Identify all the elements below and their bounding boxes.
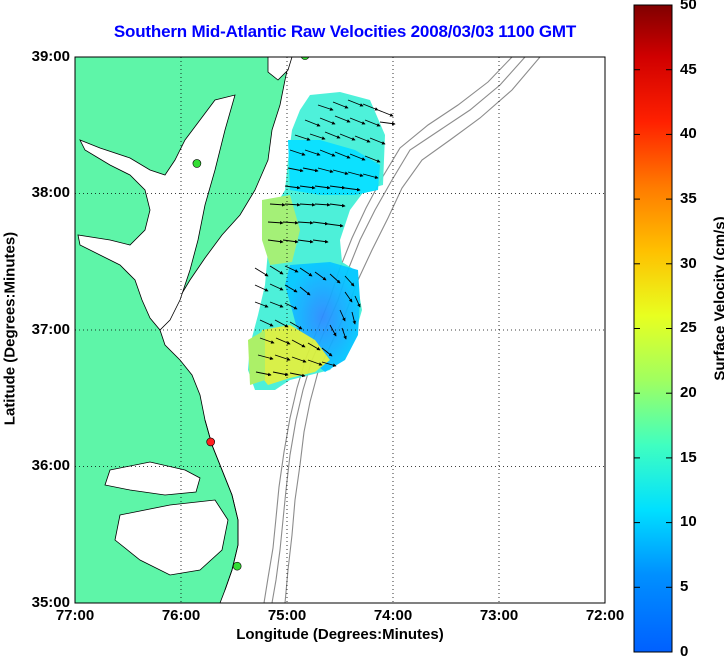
y-tick-label: 36:00 xyxy=(18,457,70,474)
x-tick-label: 75:00 xyxy=(257,607,317,624)
colorbar-tick-label: 15 xyxy=(680,449,710,466)
colorbar-label: Surface Velocity (cm/s) xyxy=(712,199,724,399)
x-axis-label: Longitude (Degrees:Minutes) xyxy=(75,626,605,643)
x-tick-label: 74:00 xyxy=(363,607,423,624)
station-marker xyxy=(207,438,215,446)
colorbar-tick-label: 45 xyxy=(680,61,710,78)
y-tick-label: 35:00 xyxy=(18,594,70,611)
colorbar-tick-label: 50 xyxy=(680,0,710,13)
colorbar-tick-label: 0 xyxy=(680,643,710,660)
colorbar-tick-label: 30 xyxy=(680,255,710,272)
colorbar-tick-label: 20 xyxy=(680,384,710,401)
x-tick-label: 76:00 xyxy=(151,607,211,624)
colorbar-tick-label: 10 xyxy=(680,513,710,530)
colorbar-tick-label: 25 xyxy=(680,319,710,336)
colorbar-tick-label: 5 xyxy=(680,578,710,595)
colorbar-tick-label: 35 xyxy=(680,190,710,207)
x-tick-label: 72:00 xyxy=(575,607,635,624)
y-axis-label: Latitude (Degrees:Minutes) xyxy=(2,219,19,439)
station-marker xyxy=(193,159,201,167)
station-marker xyxy=(301,52,309,60)
x-tick-label: 73:00 xyxy=(469,607,529,624)
y-tick-label: 38:00 xyxy=(18,184,70,201)
colorbar-tick-label: 40 xyxy=(680,125,710,142)
y-tick-label: 37:00 xyxy=(18,321,70,338)
station-marker xyxy=(233,562,241,570)
y-tick-label: 39:00 xyxy=(18,48,70,65)
